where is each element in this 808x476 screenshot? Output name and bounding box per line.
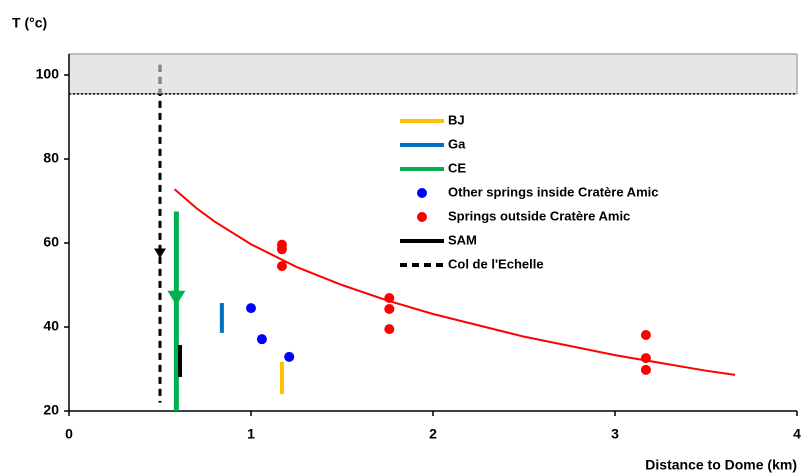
point (384, 324, 395, 335)
legend-label: Ga (448, 136, 466, 151)
y-tick-label: 20 (43, 402, 59, 418)
point (640, 364, 651, 375)
legend-marker (417, 188, 427, 198)
x-tick-label: 4 (793, 426, 801, 442)
legend-label: BJ (448, 112, 465, 127)
point (276, 261, 287, 272)
x-tick-label: 1 (247, 426, 255, 442)
y-axis-label: T (°c) (12, 15, 47, 31)
arrow-head (167, 290, 186, 306)
legend-label: Other springs inside Cratère Amic (448, 184, 658, 199)
x-tick-label: 0 (65, 426, 73, 442)
arrow-head (154, 248, 166, 259)
point (640, 353, 651, 364)
point (284, 351, 295, 362)
x-tick-label: 2 (429, 426, 437, 442)
point (276, 244, 287, 255)
point (640, 329, 651, 340)
x-tick-label: 3 (611, 426, 619, 442)
y-tick-label: 100 (36, 66, 60, 82)
legend-label: Springs outside Cratère Amic (448, 208, 630, 223)
legend-label: Col de l'Echelle (448, 256, 544, 271)
point (384, 293, 395, 304)
x-axis-label: Distance to Dome (km) (645, 457, 797, 473)
y-tick-label: 60 (43, 234, 59, 250)
point (246, 303, 256, 314)
legend-label: SAM (448, 232, 477, 247)
fit-curve (173, 188, 736, 376)
legend-label: CE (448, 160, 466, 175)
shaded-band (68, 53, 798, 95)
y-tick-label: 80 (43, 150, 59, 166)
legend-marker (417, 212, 427, 222)
y-tick-label: 40 (43, 318, 59, 334)
point (384, 303, 395, 314)
point (256, 334, 267, 345)
